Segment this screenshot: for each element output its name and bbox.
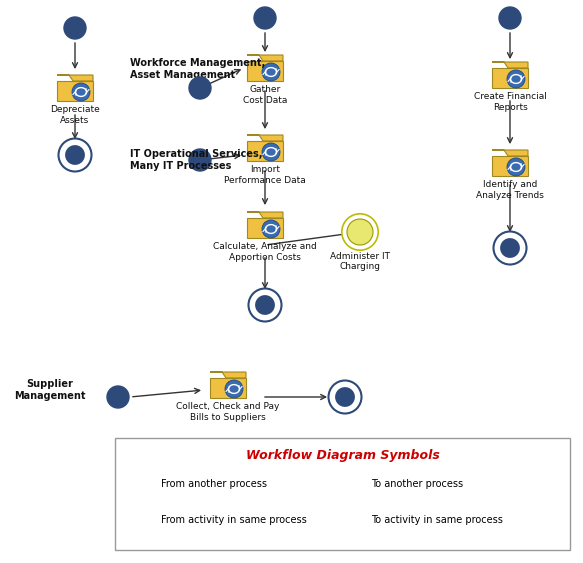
FancyBboxPatch shape	[247, 141, 283, 161]
Text: To another process: To another process	[371, 479, 463, 489]
Text: Calculate, Analyze and
Apportion Costs: Calculate, Analyze and Apportion Costs	[213, 242, 317, 262]
Text: Collect, Check and Pay
Bills to Suppliers: Collect, Check and Pay Bills to Supplier…	[176, 402, 280, 422]
Circle shape	[500, 238, 520, 258]
Text: Create Financial
Reports: Create Financial Reports	[473, 92, 546, 112]
Circle shape	[345, 474, 365, 494]
Circle shape	[189, 149, 211, 171]
Circle shape	[189, 77, 211, 99]
Circle shape	[72, 83, 90, 101]
Circle shape	[335, 387, 355, 407]
Text: Identify and
Analyze Trends: Identify and Analyze Trends	[476, 180, 544, 200]
Text: Import
Performance Data: Import Performance Data	[224, 165, 306, 185]
Circle shape	[337, 502, 373, 538]
Circle shape	[58, 138, 92, 172]
Circle shape	[64, 17, 86, 39]
Text: To activity in same process: To activity in same process	[371, 515, 503, 525]
Circle shape	[254, 7, 276, 29]
Circle shape	[248, 288, 282, 321]
Polygon shape	[492, 150, 528, 156]
Circle shape	[342, 214, 378, 250]
Text: IT Operational Services,
Many IT Processes: IT Operational Services, Many IT Process…	[130, 149, 262, 171]
Circle shape	[342, 507, 368, 533]
FancyBboxPatch shape	[57, 81, 93, 101]
Circle shape	[262, 63, 280, 81]
Circle shape	[328, 381, 361, 413]
Text: Gather
Cost Data: Gather Cost Data	[243, 85, 287, 105]
Circle shape	[507, 158, 525, 176]
FancyBboxPatch shape	[247, 218, 283, 238]
Circle shape	[262, 143, 280, 161]
Circle shape	[262, 220, 280, 238]
Circle shape	[493, 231, 526, 265]
FancyBboxPatch shape	[492, 156, 528, 176]
Text: From activity in same process: From activity in same process	[161, 515, 307, 525]
Polygon shape	[492, 62, 528, 68]
Text: From another process: From another process	[161, 479, 267, 489]
Text: Workforce Management,
Asset Management: Workforce Management, Asset Management	[130, 58, 265, 79]
Circle shape	[339, 467, 371, 501]
Polygon shape	[247, 212, 283, 218]
Polygon shape	[210, 372, 246, 378]
Text: Workflow Diagram Symbols: Workflow Diagram Symbols	[245, 449, 440, 462]
Polygon shape	[247, 135, 283, 141]
Polygon shape	[57, 75, 93, 81]
Text: Depreciate
Assets: Depreciate Assets	[50, 105, 100, 125]
FancyBboxPatch shape	[115, 438, 570, 550]
FancyBboxPatch shape	[210, 378, 246, 398]
Circle shape	[134, 509, 156, 531]
Circle shape	[134, 473, 156, 495]
FancyBboxPatch shape	[492, 68, 528, 88]
Circle shape	[65, 145, 85, 165]
Text: Supplier
Management: Supplier Management	[14, 379, 86, 401]
Circle shape	[255, 295, 275, 315]
Polygon shape	[247, 55, 283, 61]
Circle shape	[499, 7, 521, 29]
Circle shape	[107, 386, 129, 408]
Circle shape	[347, 219, 373, 245]
Circle shape	[507, 70, 525, 88]
Text: Administer IT
Charging: Administer IT Charging	[330, 252, 390, 271]
Circle shape	[225, 380, 243, 398]
FancyBboxPatch shape	[247, 61, 283, 81]
